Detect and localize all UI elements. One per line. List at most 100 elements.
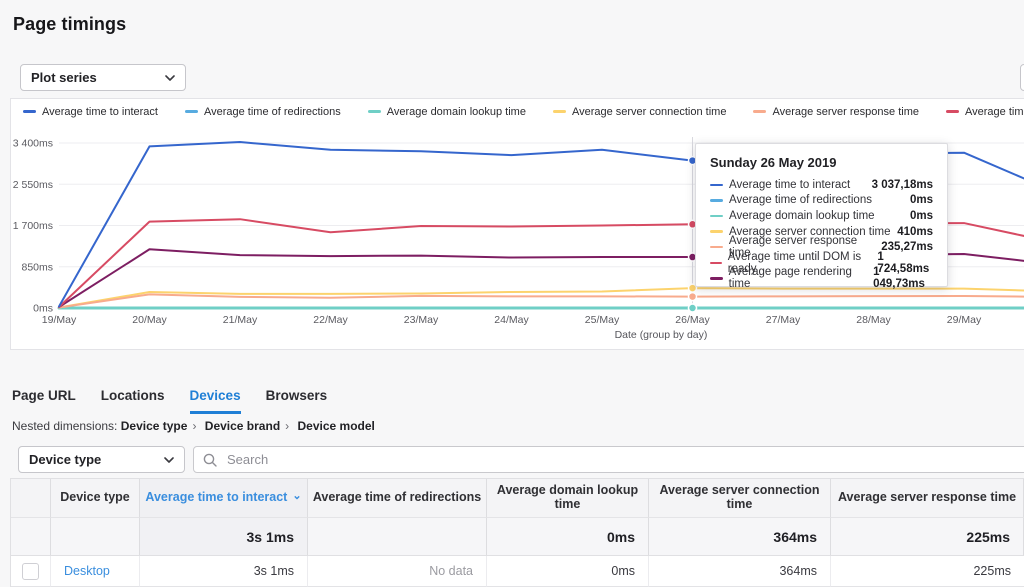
tooltip-row-4: Average server response time 235,27ms xyxy=(710,235,933,259)
tooltip-swatch xyxy=(710,245,723,249)
column-header-label: Average time of redirections xyxy=(312,490,482,505)
cutoff-control[interactable] xyxy=(1020,64,1024,91)
series-line-3 xyxy=(58,287,1024,309)
dimension-dropdown[interactable]: Device type xyxy=(18,446,185,473)
legend-swatch xyxy=(946,110,959,113)
tooltip-row-2: Average domain lookup time 0ms xyxy=(710,208,933,224)
x-tick-label: 23/May xyxy=(404,314,439,326)
chart-legend: Average time to interact Average time of … xyxy=(23,104,1024,118)
tooltip-metric-label: Average server connection time xyxy=(729,225,891,238)
tooltip-swatch xyxy=(710,199,723,202)
dimension-dropdown-label: Device type xyxy=(29,452,102,467)
totals-value: 364ms xyxy=(773,528,817,545)
tooltip-metric-label: Average page rendering time xyxy=(728,266,852,291)
nested-dim-device-model: Device model xyxy=(297,419,375,433)
row-value-cell-2: 3s 1ms xyxy=(140,556,308,587)
legend-item-3[interactable]: Average server connection time xyxy=(552,105,727,118)
tooltip-row-6: Average page rendering time 1 049,73ms xyxy=(710,266,933,290)
chevron-down-icon xyxy=(165,74,175,81)
column-header-4[interactable]: Average domain lookup time xyxy=(487,479,649,518)
totals-cell-5: 364ms xyxy=(649,518,831,556)
row-value-cell-3: No data xyxy=(308,556,487,587)
devices-table: Device type Average time to interact ⌄ Aver… xyxy=(10,478,1024,587)
row-value-cell-5: 364ms xyxy=(649,556,831,587)
y-tick-label: 2 550ms xyxy=(13,179,53,191)
y-tick-label: 1 700ms xyxy=(13,220,53,232)
row-label-cell: Desktop xyxy=(51,556,140,587)
tooltip-metric-label: Average server response time xyxy=(728,235,858,260)
tooltip-row-1: Average time of redirections 0ms xyxy=(710,193,933,209)
nested-dimensions-prefix: Nested dimensions: xyxy=(12,419,118,433)
tooltip-row-3: Average server connection time 410ms xyxy=(710,224,933,240)
column-header-3[interactable]: Average time of redirections xyxy=(308,479,487,518)
legend-label: Average server connection time xyxy=(571,105,727,118)
tab-browsers[interactable]: Browsers xyxy=(265,388,328,403)
legend-item-2[interactable]: Average domain lookup time xyxy=(367,105,526,118)
totals-cell-2: 3s 1ms xyxy=(140,518,308,556)
tooltip-metric-value: 410ms xyxy=(897,225,933,238)
tooltip-metric-label: Average time of redirections xyxy=(729,194,872,207)
column-header-6[interactable]: Average server response time xyxy=(831,479,1024,518)
legend-item-0[interactable]: Average time to interact xyxy=(23,106,158,118)
row-value: 364ms xyxy=(779,564,817,578)
x-tick-label: 20/May xyxy=(132,314,167,326)
table-header-row: Device type Average time to interact ⌄ Aver… xyxy=(11,479,1024,518)
x-tick-label: 24/May xyxy=(494,314,529,326)
totals-value: 3s 1ms xyxy=(246,528,294,545)
tooltip-metric-value: 0ms xyxy=(909,194,933,207)
row-select-cell xyxy=(11,556,51,587)
totals-value: 0ms xyxy=(606,528,635,545)
tooltip-date-title: Sunday 26 May 2019 xyxy=(710,155,837,170)
column-header-label: Average server connection time xyxy=(659,483,820,511)
tooltip-row-0: Average time to interact 3 037,18ms xyxy=(710,177,933,193)
tab-locations[interactable]: Locations xyxy=(100,388,165,403)
nested-dim-device-type: Device type xyxy=(120,419,188,433)
nested-dimensions: Nested dimensions: Device type › Device b… xyxy=(12,419,375,433)
x-tick-label: 22/May xyxy=(313,314,348,326)
row-value: 225ms xyxy=(973,564,1011,578)
y-tick-label: 3 400ms xyxy=(13,138,53,150)
search-box[interactable] xyxy=(193,446,1024,473)
column-header-1[interactable]: Device type xyxy=(51,479,140,518)
legend-item-1[interactable]: Average time of redirections xyxy=(184,105,341,118)
tooltip-metric-value: 235,27ms xyxy=(881,241,933,254)
tooltip-metric-label: Average time until DOM is ready xyxy=(727,250,862,275)
legend-label: Average time of redirections xyxy=(203,105,341,118)
chart-tooltip: Sunday 26 May 2019 Average time to inter… xyxy=(695,143,948,290)
column-header-label: Average time to interact xyxy=(145,490,288,505)
legend-label: Average time until DOM is ready xyxy=(965,105,1024,118)
totals-cell-1 xyxy=(51,518,140,556)
legend-label: Average time to interact xyxy=(42,105,158,118)
tooltip-swatch xyxy=(710,230,723,233)
tooltip-row-5: Average time until DOM is ready 1 724,58m… xyxy=(710,251,933,275)
series-line-4 xyxy=(58,293,1024,309)
table-totals-row: 3s 1ms 0ms 364ms 225ms xyxy=(11,518,1024,556)
tooltip-metric-value: 0ms xyxy=(909,209,933,222)
plot-series-dropdown[interactable]: Plot series xyxy=(20,64,186,91)
report-tabs: Page URL Locations Devices Browsers xyxy=(12,388,352,414)
legend-item-5[interactable]: Average time until DOM is ready xyxy=(946,106,1024,118)
tooltip-metric-label: Average domain lookup time xyxy=(729,209,875,222)
search-input[interactable] xyxy=(225,451,1022,468)
y-tick-label: 850ms xyxy=(21,261,53,273)
breadcrumb-separator: › xyxy=(192,419,197,433)
tooltip-swatch xyxy=(710,261,722,265)
x-tick-label: 26/May xyxy=(675,314,710,326)
column-header-2[interactable]: Average time to interact ⌄ xyxy=(140,479,308,518)
legend-swatch xyxy=(367,110,381,113)
tab-devices[interactable]: Devices xyxy=(189,388,241,414)
row-checkbox[interactable] xyxy=(22,562,39,580)
column-header-0 xyxy=(11,479,51,518)
hover-dot-2 xyxy=(687,303,698,313)
legend-label: Average domain lookup time xyxy=(386,105,526,118)
tab-page-url[interactable]: Page URL xyxy=(12,388,76,403)
sort-desc-icon: ⌄ xyxy=(292,489,302,502)
device-type-link[interactable]: Desktop xyxy=(64,564,110,578)
column-header-5[interactable]: Average server connection time xyxy=(649,479,831,518)
row-value-cell-6: 225ms xyxy=(831,556,1024,587)
legend-item-4[interactable]: Average server response time xyxy=(753,106,919,118)
totals-cell-4: 0ms xyxy=(487,518,649,556)
column-header-label: Average domain lookup time xyxy=(496,483,639,511)
chevron-down-icon xyxy=(164,456,174,463)
nested-dim-device-brand: Device brand xyxy=(204,419,281,433)
